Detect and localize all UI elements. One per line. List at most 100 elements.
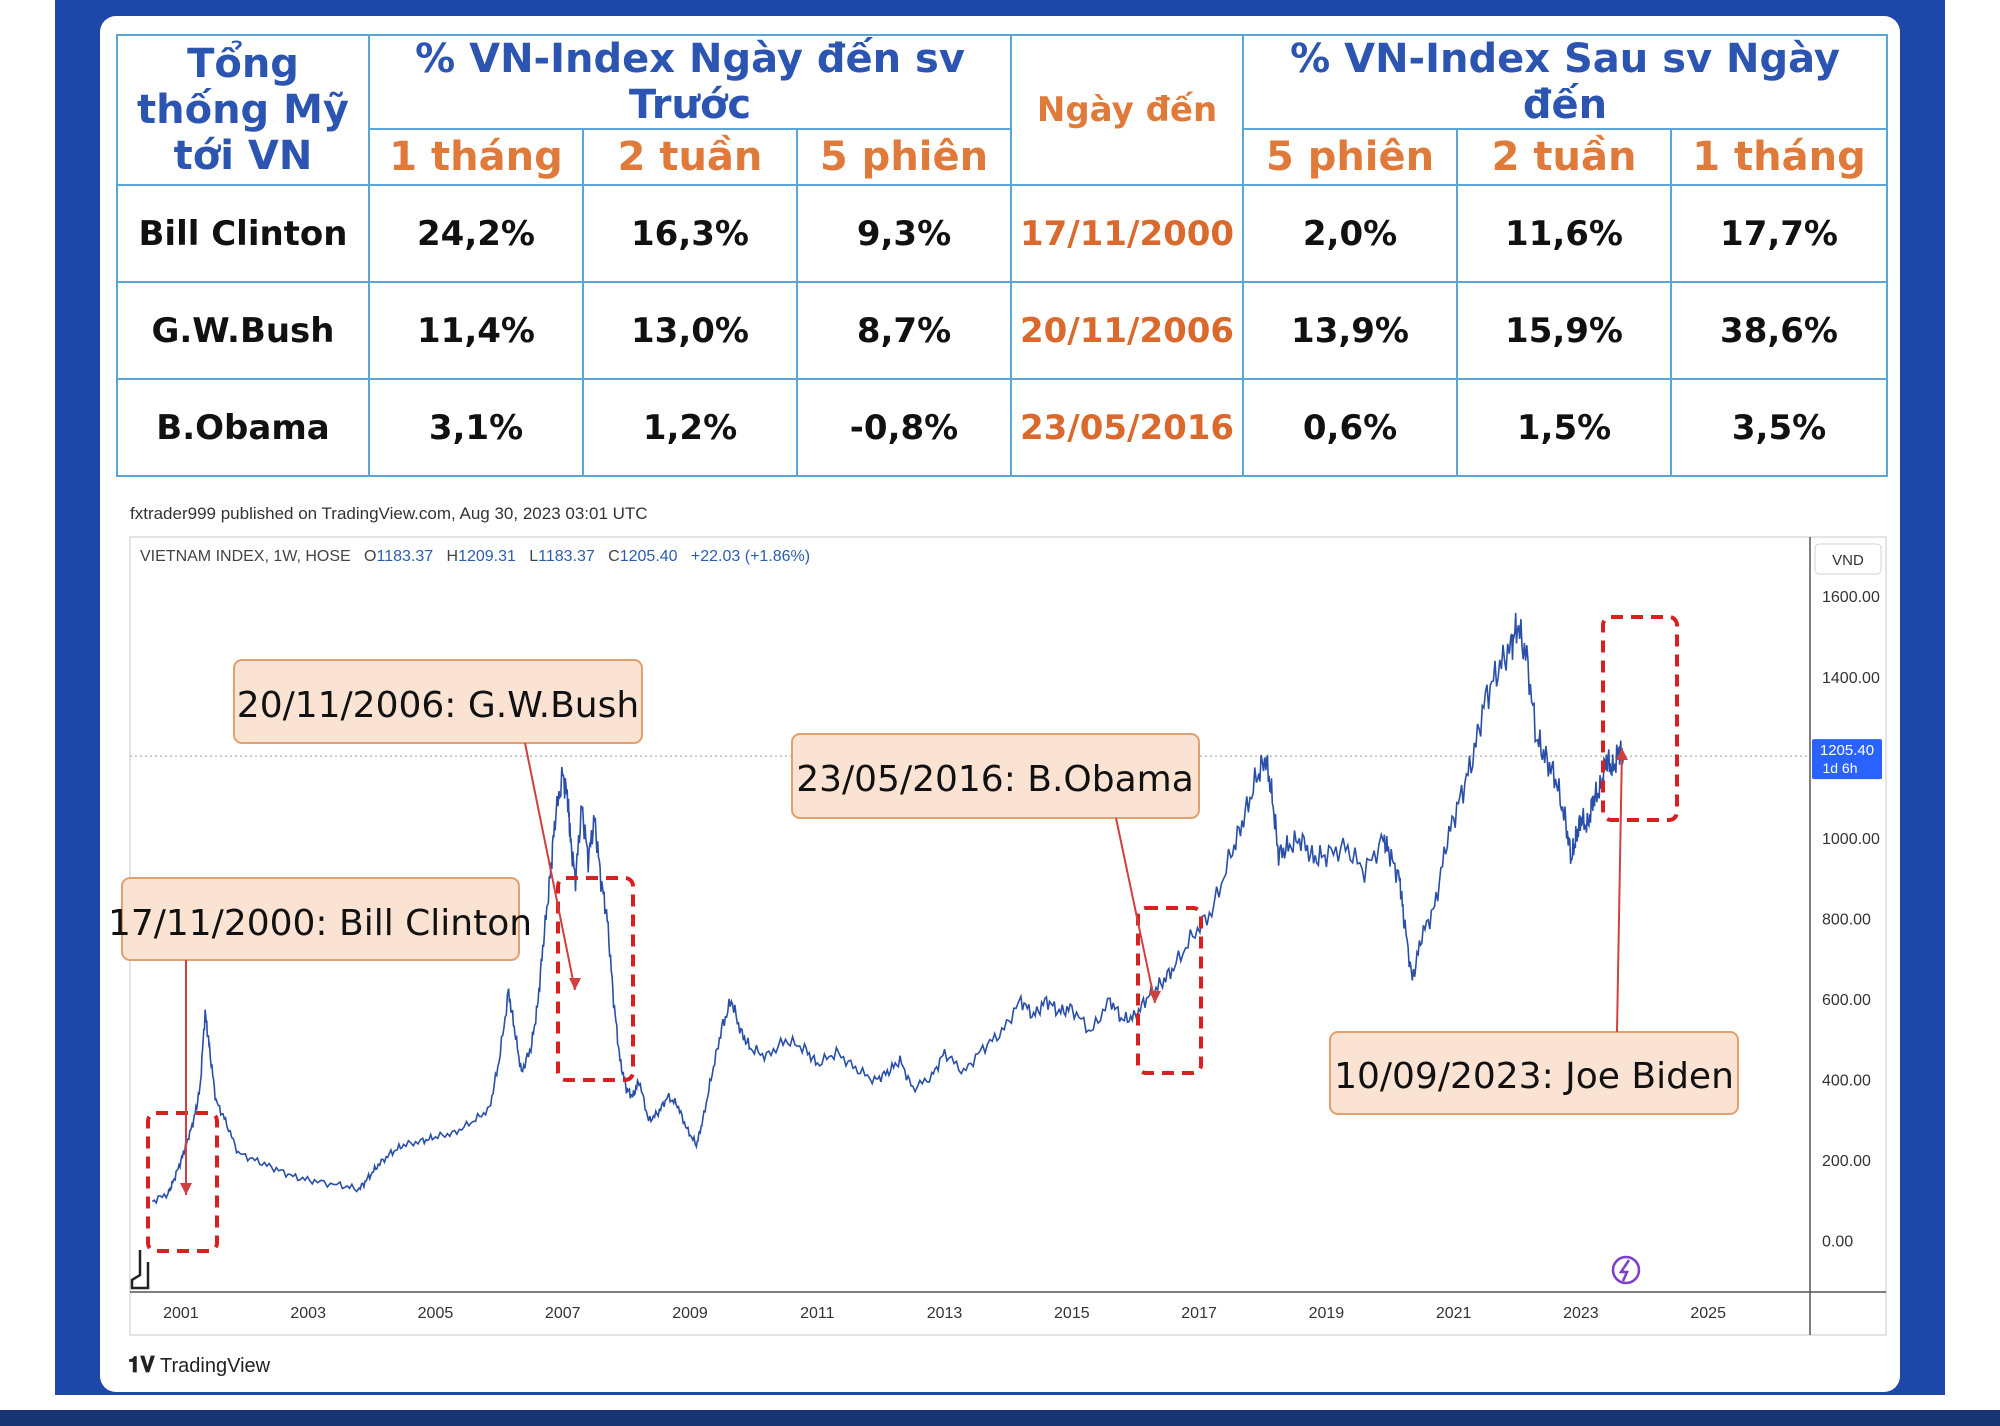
row-after-5s: 2,0% xyxy=(1242,184,1459,283)
y-tick-label: 1600.00 xyxy=(1822,589,1880,606)
annotations: 17/11/2000: Bill Clinton 20/11/2006: G.W.… xyxy=(108,659,1739,1195)
y-tick-label: 800.00 xyxy=(1822,911,1871,928)
y-tick-label: 0.00 xyxy=(1822,1234,1853,1251)
symbol-label: VIETNAM INDEX, 1W, HOSE xyxy=(140,548,351,565)
row-before-5s: 9,3% xyxy=(795,184,1013,283)
chart-frame: VND xyxy=(129,536,1887,1336)
header-after: % VN-Index Sau sv Ngày đến xyxy=(1242,34,1889,130)
subheader-after-5s: 5 phiên xyxy=(1242,128,1459,186)
table-row: B.Obama 3,1% 1,2% -0,8% 23/05/2016 0,6% … xyxy=(116,378,1889,477)
row-after-1m: 38,6% xyxy=(1670,281,1889,380)
lightning-bolt-icon xyxy=(1618,1259,1631,1282)
row-before-2w: 16,3% xyxy=(582,184,798,283)
row-before-1m: 24,2% xyxy=(368,184,584,283)
tradingview-logo: 𝟏𝐕 TradingView xyxy=(128,1352,270,1378)
row-before-2w: 1,2% xyxy=(582,378,798,477)
arrow-head xyxy=(180,1183,192,1195)
x-tick-label: 2017 xyxy=(1181,1305,1217,1322)
highlight-box xyxy=(1136,906,1203,1075)
highlight-boxes xyxy=(146,615,1679,1253)
x-tick-label: 2019 xyxy=(1309,1305,1345,1322)
row-after-2w: 1,5% xyxy=(1456,378,1673,477)
row-after-1m: 17,7% xyxy=(1670,184,1889,283)
high-label: H xyxy=(446,548,459,565)
open-label: O xyxy=(364,548,377,565)
row-before-1m: 11,4% xyxy=(368,281,584,380)
lightning-icon xyxy=(1611,1255,1641,1285)
table-row: G.W.Bush 11,4% 13,0% 8,7% 20/11/2006 13,… xyxy=(116,281,1889,380)
row-name: Bill Clinton xyxy=(116,184,370,283)
price-tag-value: 1205.40 xyxy=(1820,742,1874,759)
x-tick-label: 2025 xyxy=(1690,1305,1726,1322)
currency-label: VND xyxy=(1832,552,1864,569)
annotation-arrow xyxy=(1115,817,1156,1004)
x-tick-label: 2013 xyxy=(927,1305,963,1322)
x-tick-label: 2001 xyxy=(163,1305,199,1322)
row-after-2w: 11,6% xyxy=(1456,184,1673,283)
arrow-head xyxy=(1149,991,1161,1003)
subheader-before-1m: 1 tháng xyxy=(368,128,584,186)
y-tick-label: 400.00 xyxy=(1822,1073,1871,1090)
header-date: Ngày đến xyxy=(1010,34,1245,186)
row-before-2w: 13,0% xyxy=(582,281,798,380)
row-date: 20/11/2006 xyxy=(1010,281,1245,380)
annotation-box xyxy=(791,733,1200,819)
x-tick-label: 2015 xyxy=(1054,1305,1090,1322)
row-after-2w: 15,9% xyxy=(1456,281,1673,380)
price-tag-countdown: 1d 6h xyxy=(1822,760,1857,776)
tv-logo-icon: 𝟏𝐕 xyxy=(128,1352,155,1377)
low-value: 1183.37 xyxy=(538,548,595,565)
x-tick-label: 2007 xyxy=(545,1305,581,1322)
row-date: 23/05/2016 xyxy=(1010,378,1245,477)
brand-label: TradingView xyxy=(160,1355,271,1377)
arrow-head xyxy=(569,978,581,990)
x-tick-label: 2009 xyxy=(672,1305,708,1322)
y-tick-label: 1400.00 xyxy=(1822,670,1880,687)
published-note: fxtrader999 published on TradingView.com… xyxy=(130,504,648,523)
close-value: 1205.40 xyxy=(619,548,678,565)
arrow-head xyxy=(1616,748,1628,760)
bottom-band xyxy=(0,1410,2000,1426)
x-tick-label: 2003 xyxy=(290,1305,326,1322)
highlight-box xyxy=(1601,615,1679,822)
currency-badge xyxy=(1814,543,1882,575)
header-president: Tổng thống Mỹ tới VN xyxy=(116,34,370,186)
x-tick-label: 2023 xyxy=(1563,1305,1599,1322)
row-before-5s: 8,7% xyxy=(795,281,1013,380)
subheader-before-5s: 5 phiên xyxy=(795,128,1013,186)
row-date: 17/11/2000 xyxy=(1010,184,1245,283)
row-after-5s: 0,6% xyxy=(1242,378,1459,477)
open-value: 1183.37 xyxy=(376,548,434,565)
summary-table: Tổng thống Mỹ tới VN % VN-Index Ngày đến… xyxy=(116,34,1889,477)
annotation-arrow xyxy=(1616,747,1623,1033)
annotation-arrow xyxy=(524,742,576,991)
y-tick-label: 200.00 xyxy=(1822,1153,1871,1170)
row-name: B.Obama xyxy=(116,378,370,477)
price-line xyxy=(151,612,1625,1205)
annotation-box xyxy=(121,877,520,961)
row-after-5s: 13,9% xyxy=(1242,281,1459,380)
row-after-1m: 3,5% xyxy=(1670,378,1889,477)
x-tick-label: 2011 xyxy=(800,1305,835,1322)
low-label: L xyxy=(529,548,539,565)
x-tick-label: 2021 xyxy=(1436,1305,1472,1322)
row-before-5s: -0,8% xyxy=(795,378,1013,477)
subheader-after-1m: 1 tháng xyxy=(1670,128,1889,186)
close-label: C xyxy=(608,548,620,565)
annotation-box xyxy=(233,659,643,744)
axis-ticks: 2001 2003 2005 2007 2009 2011 2013 2015 2017 2019… xyxy=(163,589,1880,1322)
ruler-tool-icon xyxy=(130,1250,150,1290)
change-value: +22.03 (+1.86%) xyxy=(690,548,811,565)
annotation-label: 23/05/2016: B.Obama xyxy=(796,759,1194,800)
ohlc-header: VIETNAM INDEX, 1W, HOSE O1183.37 H1209.3… xyxy=(140,548,810,566)
highlight-box xyxy=(146,1111,219,1253)
subheader-after-2w: 2 tuần xyxy=(1456,128,1673,186)
row-before-1m: 3,1% xyxy=(368,378,584,477)
annotation-label: 17/11/2000: Bill Clinton xyxy=(108,903,532,944)
annotation-label: 10/09/2023: Joe Biden xyxy=(1334,1056,1734,1097)
high-value: 1209.31 xyxy=(458,548,516,565)
highlight-box xyxy=(556,876,635,1082)
header-before: % VN-Index Ngày đến sv Trước xyxy=(367,34,1013,130)
